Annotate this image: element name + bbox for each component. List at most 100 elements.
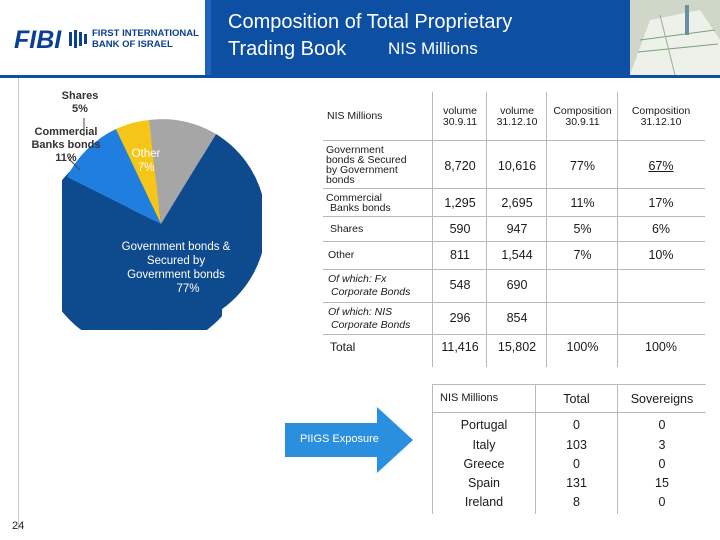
table1-row-label-line: bonds & Secured xyxy=(326,154,407,166)
page-title-line2: Trading Book xyxy=(228,38,347,60)
table1-hline xyxy=(323,269,705,270)
pie-leader-lines xyxy=(67,118,85,171)
page-title-line1: Composition of Total Proprietary xyxy=(228,11,513,33)
table1-col1-header-b: 30.9.11 xyxy=(442,116,478,128)
table1-cell: 2,695 xyxy=(501,196,533,210)
table1-hline xyxy=(323,302,705,303)
table1-col2-header-a: volume xyxy=(500,105,534,117)
table1-cell: 67% xyxy=(648,159,674,173)
pie-slice-other xyxy=(149,119,216,224)
logo-wordmark: FIBI xyxy=(14,26,62,54)
pie-label-commercial-line2: Banks bonds xyxy=(31,139,101,151)
table1-col4-header-b: 31.12.10 xyxy=(640,116,682,128)
table1-hline xyxy=(323,216,705,217)
table1-row-label: Shares xyxy=(330,223,364,235)
pie-label-commercial-line1: Commercial xyxy=(34,126,98,138)
table1-row-label-line: Government xyxy=(326,144,384,156)
table1-row-label-line: Total xyxy=(330,340,356,354)
table2-vline xyxy=(535,384,536,514)
table2-cell: 15 xyxy=(655,476,669,490)
header-photo xyxy=(630,0,720,75)
table2-cell: 0 xyxy=(573,457,580,471)
table1-hline xyxy=(323,140,705,141)
table2-header-total: Total xyxy=(563,392,590,406)
pie-label-shares: Shares 5% xyxy=(55,90,105,116)
table1-col4-header: Composition 31.12.10 xyxy=(618,106,704,128)
pie-slice-government xyxy=(62,134,262,329)
pie-label-government-line2: Secured by xyxy=(146,255,206,267)
table1-row-label: Of which: Fx Corporate Bonds xyxy=(328,273,411,298)
table1-hline xyxy=(323,241,705,242)
table1-col2-header-b: 31.12.10 xyxy=(496,116,538,128)
table1-cell: 100% xyxy=(645,340,677,354)
table2-cell: 131 xyxy=(566,476,587,490)
pie-label-government-line1: Government bonds & xyxy=(121,241,231,253)
table2-cell: 0 xyxy=(658,418,666,432)
page-title-unit: NIS Millions xyxy=(388,39,478,58)
table1-cell: 296 xyxy=(449,311,471,325)
table1-cell: 1,544 xyxy=(501,248,533,262)
table1-hline xyxy=(323,334,705,335)
table2-cell: 0 xyxy=(658,495,666,509)
table1-cell: 10% xyxy=(648,248,674,262)
table1-cell: 5% xyxy=(573,222,592,236)
table1-cell: 8,720 xyxy=(444,159,476,173)
table1-cell: 590 xyxy=(449,222,471,236)
table1-cell: 548 xyxy=(449,278,471,292)
table2-cell: 3 xyxy=(658,438,666,452)
table1-col1-header-a: volume xyxy=(443,105,477,117)
table1-row-label: Government bonds & Secured by Government… xyxy=(326,144,407,186)
table1-cell: 947 xyxy=(506,222,528,236)
left-margin-line xyxy=(18,78,19,530)
pie-label-shares-name: Shares xyxy=(61,90,99,102)
table1-row-label-line: bonds xyxy=(326,174,355,186)
pie-label-government: Government bonds & Secured by Government… xyxy=(108,240,244,296)
table1-cell: 7% xyxy=(573,248,592,262)
table1-cell: 6% xyxy=(651,222,671,236)
table1-row-label-line: Corporate Bonds xyxy=(331,286,411,298)
pie-label-commercial-pct: 11% xyxy=(55,152,77,164)
table1-cell: 10,616 xyxy=(497,159,537,173)
table1-row-label-line: Of which: NIS xyxy=(328,306,393,318)
table1-col3-header-b: 30.9.11 xyxy=(565,116,600,128)
pie-label-commercial: Commercial Banks bonds 11% xyxy=(14,126,118,165)
table1-cell: 77% xyxy=(569,159,596,173)
table2-cell: 0 xyxy=(658,457,666,471)
table1-cell: 11% xyxy=(570,196,595,210)
pie-label-government-line3: Government bonds xyxy=(127,269,225,281)
table1-col3-header-a: Composition xyxy=(553,105,612,117)
table2-vline xyxy=(432,384,433,514)
pie-label-other: Other 7% xyxy=(124,147,168,175)
table1-cell: 811 xyxy=(450,248,470,262)
table2-country: Ireland xyxy=(464,495,504,509)
pie-label-shares-pct: 5% xyxy=(72,103,88,115)
title-bar xyxy=(205,0,630,75)
table1-cell: 690 xyxy=(506,278,528,292)
table2-cell: 0 xyxy=(573,418,580,432)
pie-label-government-pct: 77% xyxy=(176,283,200,295)
table1-row-label: Of which: NIS Corporate Bonds xyxy=(328,306,410,331)
pie-label-other-name: Other xyxy=(131,148,161,160)
table2-cell: 8 xyxy=(573,495,580,509)
table1-col4-header-a: Composition xyxy=(631,105,691,117)
table1-vline xyxy=(617,92,618,367)
table1-cell: 15,802 xyxy=(497,340,537,354)
table1-row-label-line: Other xyxy=(328,249,355,261)
table1-vline xyxy=(486,92,487,367)
table1-row-label: Commercial Banks bonds xyxy=(326,192,391,214)
table1-row-label-line: Of which: Fx xyxy=(328,273,387,285)
table1-corner: NIS Millions xyxy=(327,110,383,122)
pie-label-other-pct: 7% xyxy=(137,162,155,174)
bank-name-line1: FIRST INTERNATIONAL xyxy=(92,28,199,39)
table1-hline xyxy=(323,188,705,189)
table2-country: Portugal xyxy=(460,418,508,432)
table1-row-label-line: by Government xyxy=(326,164,398,176)
table2-header-sovereigns: Sovereigns xyxy=(630,392,694,406)
table1-col2-header: volume 31.12.10 xyxy=(487,106,547,128)
table2-country: Greece xyxy=(463,457,505,471)
table1-row-label-line: Shares xyxy=(330,223,364,235)
table1-vline xyxy=(432,92,433,367)
bank-name: FIRST INTERNATIONAL BANK OF ISRAEL xyxy=(92,28,199,50)
table1-row-label-line: Commercial xyxy=(326,192,383,204)
table1-col1-header: volume 30.9.11 xyxy=(433,106,487,128)
